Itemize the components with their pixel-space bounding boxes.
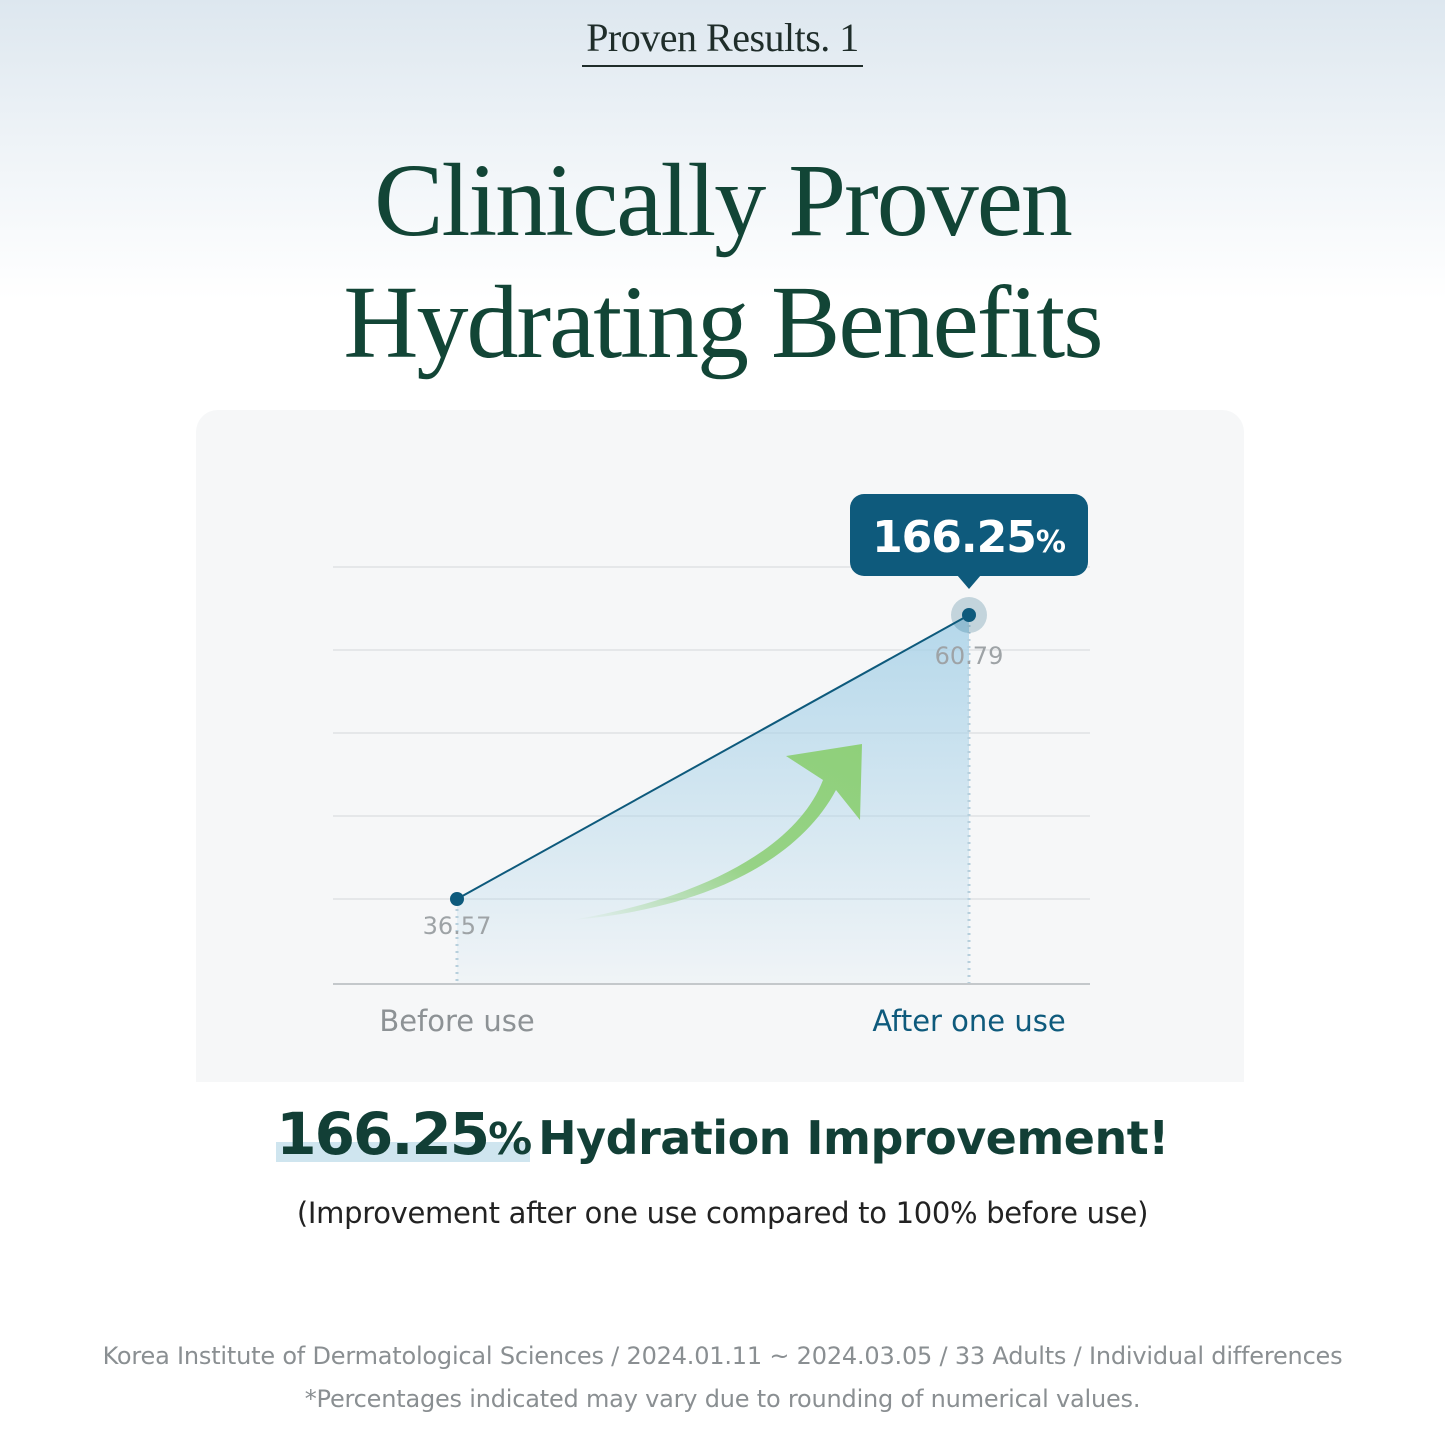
growth-arrow-icon [571,744,862,920]
footnote-rounding: *Percentages indicated may vary due to r… [304,1385,1141,1413]
footnote-source: Korea Institute of Dermatological Scienc… [102,1342,1343,1370]
headline-line-2: Hydrating Benefits [343,265,1103,380]
x-tick-before-use: Before use [379,1004,534,1038]
series-line [456,614,970,900]
kicker-text: Proven Results. 1 [582,14,863,67]
callout-text: 166.25% [872,512,1066,563]
callout-badge: 166.25% [850,494,1088,589]
x-tick-after-one-use: After one use [872,1004,1065,1038]
result-subtitle: (Improvement after one use compared to 1… [296,1196,1149,1230]
result-percent: 166.25% [276,1100,532,1168]
result-percent-highlight: 166.25% [276,1100,532,1168]
headline-line-1: Clinically Proven [374,143,1073,258]
area-fill [457,615,969,984]
data-point-after [962,608,976,622]
callout-value: 166.25 [872,512,1036,563]
data-point-before [450,892,464,906]
hydration-chart: 36.57 60.79 166.25% Before use After one… [333,494,1090,1038]
page-title: Clinically Proven Hydrating Benefits [0,140,1445,384]
result-text: Hydration Improvement! [538,1111,1169,1165]
chart-card: 36.57 60.79 166.25% Before use After one… [196,410,1244,1082]
value-label-after: 60.79 [935,642,1004,670]
result-line: 166.25% Hydration Improvement! [0,1100,1445,1168]
result-percent-value: 166.25 [276,1100,490,1168]
section-kicker: Proven Results. 1 [0,14,1445,67]
callout-tail [957,575,981,589]
callout-unit: % [1036,525,1066,560]
result-percent-unit: % [488,1114,532,1165]
value-label-before: 36.57 [423,912,492,940]
callout-box [850,494,1088,576]
